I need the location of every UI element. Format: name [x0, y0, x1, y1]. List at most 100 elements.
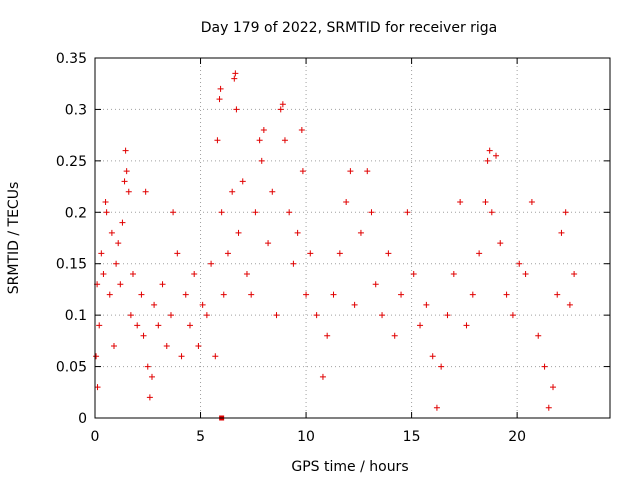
data-point: [324, 332, 331, 339]
data-point: [438, 363, 445, 370]
data-point: [330, 291, 337, 298]
data-point: [248, 291, 255, 298]
data-point: [103, 209, 110, 216]
data-point: [509, 312, 516, 319]
data-point: [167, 312, 174, 319]
data-point: [379, 312, 386, 319]
data-point: [115, 240, 122, 247]
y-tick-label: 0.25: [56, 154, 87, 170]
data-point: [231, 75, 238, 82]
data-point: [423, 301, 430, 308]
data-point: [535, 332, 542, 339]
data-point: [119, 219, 126, 226]
data-point: [433, 404, 440, 411]
data-point: [191, 271, 198, 277]
y-tick-label: 0.3: [65, 102, 87, 118]
data-point: [497, 240, 504, 247]
y-tick-label: 0.35: [56, 51, 87, 67]
data-point: [98, 250, 105, 257]
data-point: [279, 101, 286, 108]
data-point: [229, 188, 236, 195]
x-axis-label: GPS time / hours: [291, 459, 408, 475]
data-point: [457, 199, 464, 205]
data-point: [450, 271, 457, 277]
data-point: [110, 343, 117, 349]
data-point: [138, 291, 145, 298]
data-point: [144, 363, 151, 370]
data-point: [113, 260, 120, 267]
data-point: [347, 168, 354, 175]
data-point: [235, 229, 242, 236]
plot-frame: [94, 57, 611, 419]
data-point: [351, 301, 358, 308]
data-point: [307, 250, 314, 257]
data-point: [96, 322, 103, 329]
x-tick-label: 0: [91, 429, 100, 445]
data-point: [469, 291, 476, 298]
grid-lines: [95, 58, 610, 418]
data-point: [117, 281, 124, 288]
data-point: [94, 384, 101, 391]
data-point: [476, 250, 483, 257]
data-point: [224, 250, 231, 257]
data-point: [239, 178, 246, 185]
data-point: [410, 271, 417, 277]
data-point: [265, 240, 272, 247]
data-point: [232, 70, 239, 77]
data-point: [212, 353, 219, 360]
data-point: [372, 281, 379, 288]
axis-ticks: [94, 57, 610, 419]
data-point: [127, 312, 134, 319]
data-point: [170, 209, 177, 216]
data-point: [368, 209, 375, 216]
data-point: [571, 271, 578, 277]
data-point: [140, 332, 147, 339]
data-point: [482, 199, 489, 205]
data-points: [93, 70, 578, 421]
data-point: [195, 343, 202, 349]
data-point: [303, 291, 310, 298]
data-point: [493, 152, 500, 159]
data-point: [108, 229, 115, 236]
data-point: [277, 106, 284, 113]
data-point: [273, 312, 280, 319]
data-point: [404, 209, 411, 216]
x-tick-label: 10: [297, 429, 315, 445]
data-point: [151, 301, 158, 308]
y-tick-label: 0.1: [65, 308, 87, 324]
data-point: [398, 291, 405, 298]
data-point: [233, 106, 240, 113]
data-point: [566, 301, 573, 308]
data-point: [217, 85, 224, 92]
data-point: [134, 322, 141, 329]
data-point: [391, 332, 398, 339]
data-point: [343, 199, 350, 205]
data-point: [503, 291, 510, 298]
data-point: [220, 291, 227, 298]
x-tick-label: 20: [508, 429, 526, 445]
data-point: [364, 168, 371, 175]
data-point: [554, 291, 561, 298]
data-point: [290, 260, 297, 267]
data-point: [178, 353, 185, 360]
data-point: [336, 250, 343, 257]
data-point: [528, 199, 535, 205]
data-point: [522, 271, 529, 277]
y-tick-label: 0: [78, 411, 87, 427]
data-point: [218, 209, 225, 216]
x-tick-label: 15: [403, 429, 421, 445]
y-axis-label: SRMTID / TECUs: [6, 182, 22, 295]
data-point: [294, 229, 301, 236]
data-point: [203, 312, 210, 319]
data-point: [260, 127, 267, 133]
data-point: [258, 157, 265, 164]
data-point: [252, 209, 259, 216]
data-point: [486, 147, 493, 154]
data-point: [174, 250, 181, 257]
data-point: [281, 137, 288, 144]
data-point: [286, 209, 293, 216]
y-tick-label: 0.2: [65, 205, 87, 221]
data-point: [123, 168, 130, 175]
data-point: [93, 353, 100, 360]
